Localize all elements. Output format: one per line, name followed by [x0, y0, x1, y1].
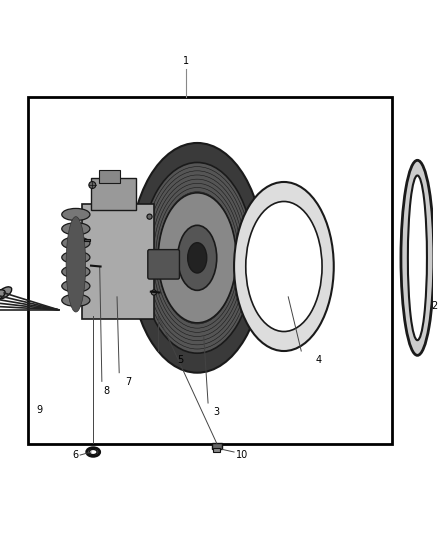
Ellipse shape	[62, 265, 90, 278]
Text: 4: 4	[315, 356, 321, 365]
Ellipse shape	[408, 175, 427, 340]
Ellipse shape	[178, 225, 217, 290]
Ellipse shape	[246, 201, 322, 332]
Text: 5: 5	[177, 356, 183, 365]
Text: 6: 6	[73, 450, 79, 460]
Bar	[28, 98, 392, 444]
Ellipse shape	[62, 223, 90, 235]
Ellipse shape	[62, 237, 90, 249]
Text: 8: 8	[103, 386, 109, 395]
Ellipse shape	[0, 287, 12, 299]
Ellipse shape	[141, 163, 254, 353]
Text: 3: 3	[214, 407, 220, 417]
Text: 1: 1	[184, 56, 190, 66]
Ellipse shape	[187, 243, 207, 273]
Circle shape	[151, 290, 156, 295]
Text: 10: 10	[236, 450, 248, 460]
Text: 2: 2	[431, 301, 438, 311]
Ellipse shape	[62, 280, 90, 292]
Bar	[84, 239, 90, 241]
Circle shape	[89, 182, 96, 189]
Ellipse shape	[89, 449, 97, 455]
Ellipse shape	[62, 208, 90, 221]
Text: 7: 7	[125, 377, 131, 387]
Ellipse shape	[234, 182, 334, 351]
Ellipse shape	[62, 294, 90, 306]
Bar	[212, 443, 222, 449]
Bar	[213, 448, 220, 451]
FancyBboxPatch shape	[148, 249, 180, 279]
Circle shape	[147, 214, 152, 219]
Ellipse shape	[66, 216, 85, 312]
Ellipse shape	[87, 448, 100, 456]
Ellipse shape	[130, 143, 265, 373]
Ellipse shape	[0, 290, 5, 301]
FancyBboxPatch shape	[82, 204, 154, 319]
Ellipse shape	[158, 193, 236, 323]
Ellipse shape	[401, 160, 434, 356]
Ellipse shape	[62, 252, 90, 263]
FancyBboxPatch shape	[99, 170, 120, 183]
FancyBboxPatch shape	[92, 178, 136, 209]
Text: 9: 9	[36, 405, 42, 415]
